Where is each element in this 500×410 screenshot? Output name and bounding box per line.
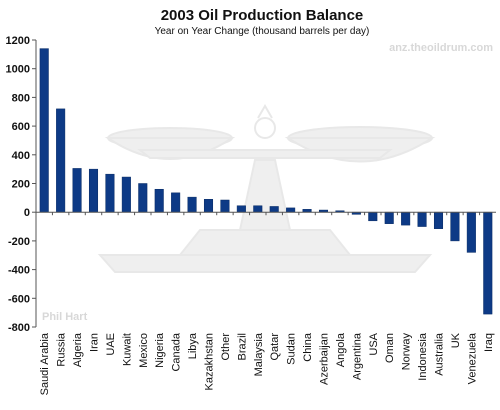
y-tick-label: -600 <box>8 293 30 305</box>
bar <box>88 168 99 213</box>
x-tick-label: Algeria <box>72 332 84 367</box>
x-tick-label: Oman <box>384 333 396 363</box>
bar <box>105 173 115 213</box>
x-tick-label: Venezuela <box>466 332 478 384</box>
x-tick-label: UAE <box>105 333 117 356</box>
bar <box>121 176 131 213</box>
x-tick-label: Nigeria <box>154 332 166 368</box>
x-axis: Saudi Arabia Russia Algeria Iran UAE Kuwait Me… <box>35 211 496 395</box>
x-tick-label: Iran <box>89 333 101 352</box>
y-axis: -800 -600 -400 -200 0 200 400 600 800 1000 1200 <box>6 35 37 334</box>
chart-subtitle: Year on Year Change (thousand barrels pe… <box>155 26 370 37</box>
x-tick-label: Sudan <box>286 333 298 365</box>
x-tick-label: Australia <box>434 332 446 376</box>
y-tick-label: 1200 <box>6 35 30 47</box>
x-tick-label: Malaysia <box>253 332 265 376</box>
y-tick-label: -200 <box>8 236 30 248</box>
bar <box>384 211 394 224</box>
bar <box>433 211 444 229</box>
x-tick-label: China <box>302 332 314 362</box>
bar <box>236 205 246 213</box>
bar <box>417 211 427 227</box>
bar <box>466 211 476 253</box>
bar <box>138 183 148 213</box>
bar <box>269 206 279 213</box>
bar <box>187 196 197 213</box>
y-tick-label: 600 <box>12 121 30 133</box>
bar <box>154 188 164 213</box>
y-tick-label: 1000 <box>6 64 30 76</box>
y-tick-label: 200 <box>12 179 30 191</box>
x-tick-label: Qatar <box>269 333 281 361</box>
bar <box>286 207 296 213</box>
x-tick-label: USA <box>368 332 380 355</box>
x-tick-label: Indonesia <box>417 332 429 381</box>
bar <box>368 211 378 222</box>
x-tick-label: Azerbaijan <box>319 333 331 385</box>
x-tick-label: Mexico <box>138 333 150 368</box>
balance-scale-illustration <box>97 104 436 273</box>
bar <box>56 108 66 213</box>
watermark-text: anz.theoildrum.com <box>389 42 493 54</box>
bar <box>401 211 411 226</box>
y-tick-label: 400 <box>12 150 30 162</box>
x-tick-label: Kuwait <box>121 333 133 366</box>
x-tick-label: Canada <box>171 332 183 371</box>
bar <box>450 211 460 242</box>
x-tick-label: Brazil <box>236 333 248 361</box>
bar <box>171 192 181 213</box>
bar <box>253 205 263 213</box>
bar <box>203 199 214 213</box>
x-tick-label: Argentina <box>351 332 363 380</box>
y-tick-label: 800 <box>12 92 30 104</box>
x-tick-label: Angola <box>335 332 347 367</box>
x-tick-label: UK <box>450 332 462 348</box>
x-tick-label: Norway <box>401 333 413 371</box>
x-tick-label: Other <box>220 333 232 361</box>
x-tick-label: Saudi Arabia <box>39 332 51 395</box>
chart-title: 2003 Oil Production Balance <box>161 7 364 24</box>
x-tick-label: Kazakhstan <box>204 333 216 390</box>
bar <box>39 48 49 213</box>
x-tick-label: Iraq <box>483 333 495 352</box>
bar <box>220 199 230 213</box>
y-tick-label: -400 <box>8 265 30 277</box>
y-tick-label: -800 <box>8 322 30 334</box>
bar <box>483 211 493 315</box>
y-tick-label: 0 <box>24 207 30 219</box>
bar <box>72 168 82 213</box>
x-tick-label: Russia <box>56 332 68 367</box>
x-tick-label: Libya <box>187 332 199 359</box>
credit-text: Phil Hart <box>42 311 88 323</box>
